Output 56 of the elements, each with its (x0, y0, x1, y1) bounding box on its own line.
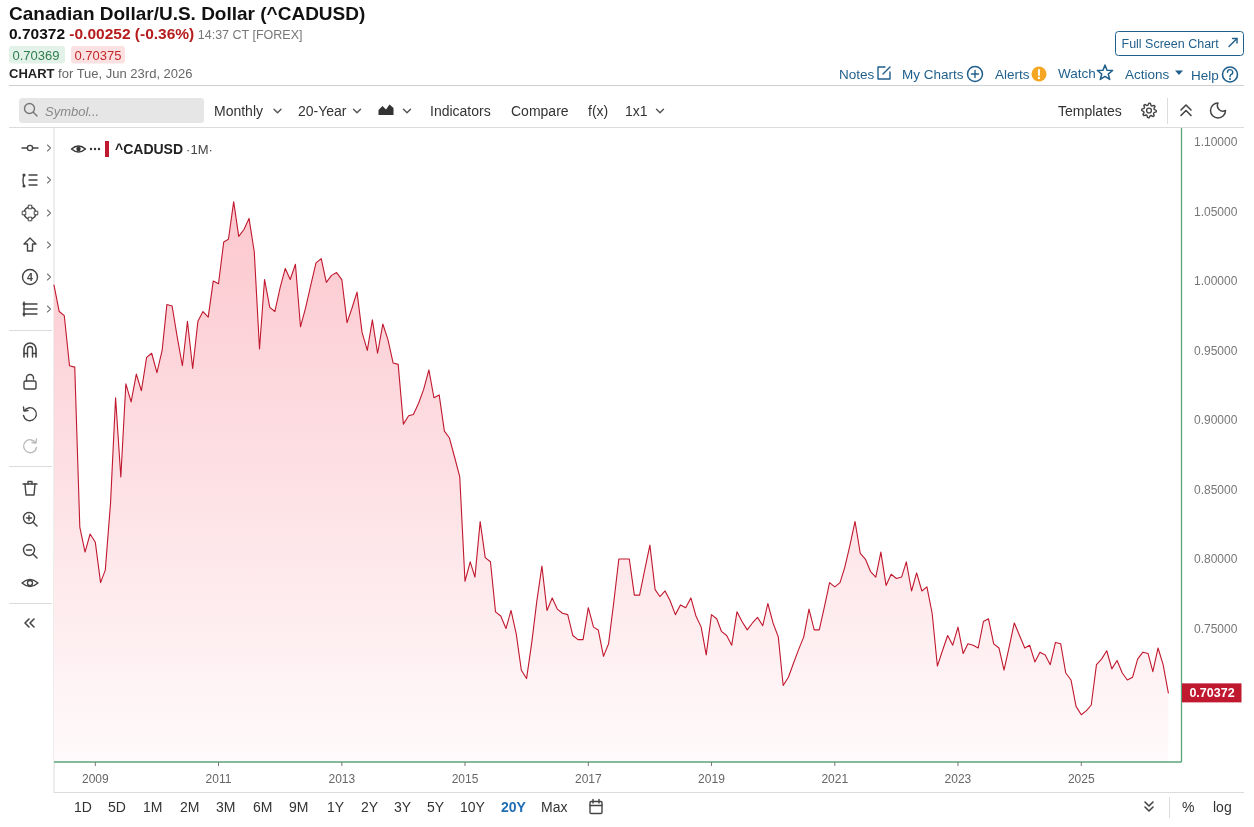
text: 0.70369 (12, 47, 60, 63)
x-tick-label: 2013 (328, 772, 356, 786)
text: 3Y (394, 799, 412, 815)
text: Max (541, 799, 568, 815)
text: Symbol... (45, 104, 100, 119)
x-tick-label: 2025 (1067, 772, 1095, 786)
text: 6M (253, 799, 273, 815)
text: 2M (180, 799, 200, 815)
text: 1Y (327, 799, 345, 815)
x-tick-label: 2021 (821, 772, 849, 786)
text: 1D (74, 799, 92, 815)
x-tick-label: 2019 (698, 772, 726, 786)
text: My Charts (902, 67, 964, 82)
y-tick-label: 1.10000 (1194, 135, 1238, 150)
x-tick-label: 2009 (81, 772, 109, 786)
x-tick-label: 2023 (944, 772, 972, 786)
text: 10Y (460, 799, 486, 815)
y-tick-label: 0.90000 (1194, 413, 1238, 428)
text: CHART for Tue, Jun 23rd, 2026 (9, 65, 193, 81)
text: 20Y (501, 799, 527, 815)
text: f(x) (588, 103, 609, 119)
y-tick-label: 1.00000 (1194, 274, 1238, 289)
y-tick-label: 0.95000 (1194, 343, 1238, 358)
text: 3M (216, 799, 236, 815)
text: 0.70372 (1189, 686, 1235, 701)
y-tick-label: 0.80000 (1194, 552, 1238, 567)
y-tick-label: 0.75000 (1194, 621, 1238, 636)
x-tick-label: 2011 (205, 772, 232, 786)
text: Help (1191, 68, 1219, 83)
text: 5D (108, 799, 126, 815)
text: 1x1 (625, 103, 648, 119)
text: 20-Year (298, 103, 347, 119)
text: Actions (1125, 67, 1170, 82)
text: Compare (511, 103, 569, 119)
text: Full Screen Chart (1121, 37, 1220, 51)
text: % (1182, 799, 1195, 815)
text: 4 (27, 271, 34, 283)
text: Notes (839, 67, 875, 82)
annotation: ·1M· (186, 142, 213, 157)
y-tick-label: 0.85000 (1194, 482, 1238, 497)
legend-label: ^CADUSD (115, 141, 184, 157)
x-tick-label: 2015 (451, 772, 479, 786)
text: 2Y (361, 799, 379, 815)
text: 1M (143, 799, 163, 815)
text: Watch (1058, 66, 1096, 81)
x-tick-label: 2017 (574, 772, 602, 786)
chart-title: Canadian Dollar/U.S. Dollar (^CADUSD) (9, 3, 366, 24)
text: 9M (289, 799, 309, 815)
text: Alerts (995, 67, 1030, 82)
text: 5Y (427, 799, 445, 815)
text: Indicators (430, 103, 491, 119)
text: Templates (1058, 103, 1122, 119)
text: Monthly (214, 103, 264, 119)
text: log (1213, 799, 1232, 815)
y-tick-label: 1.05000 (1194, 204, 1238, 219)
chart-subtitle: 0.70372 -0.00252 (-0.36%) 14:37 CT [FOREX] (9, 24, 303, 42)
